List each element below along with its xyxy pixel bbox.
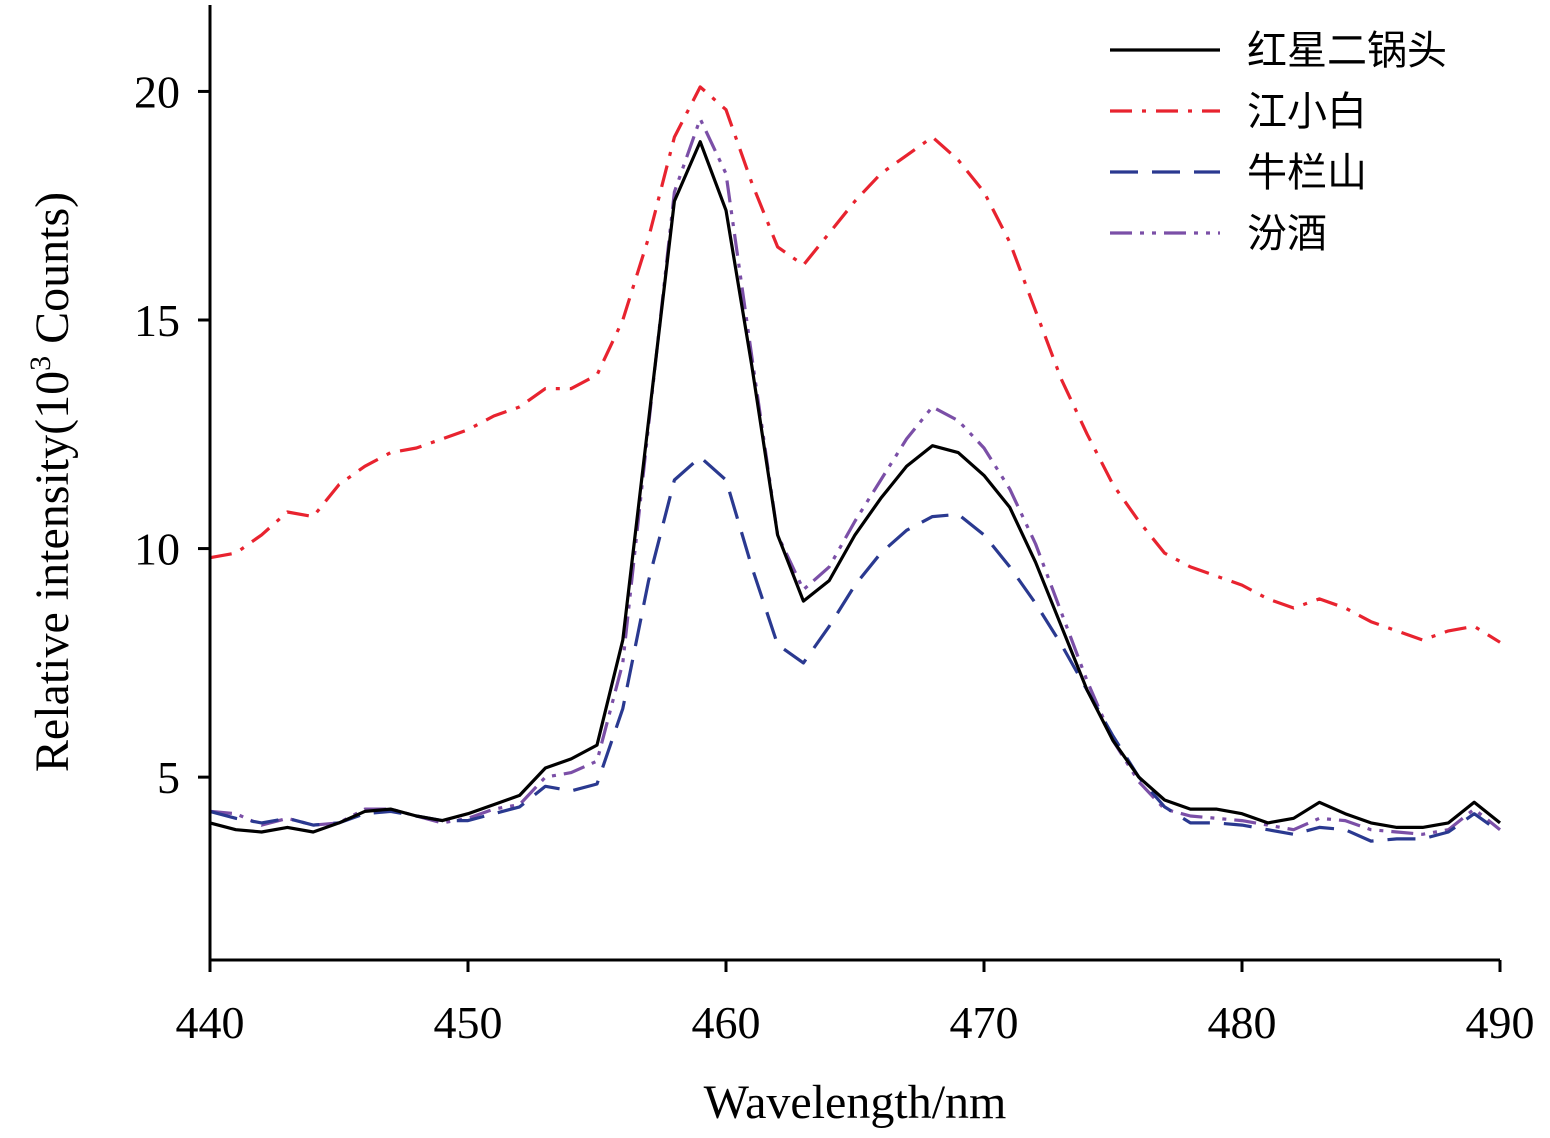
y-axis-title-superscript: 3 (24, 356, 57, 371)
y-axis-title-main: Relative intensity(10 (26, 371, 79, 772)
legend-label-2: 江小白 (1247, 89, 1367, 135)
y-tick-label: 10 (134, 524, 180, 575)
x-tick-label: 450 (434, 997, 503, 1048)
x-axis-title: Wavelength/nm (704, 1076, 1007, 1129)
x-tick-label: 480 (1208, 997, 1277, 1048)
legend-label-4: 汾酒 (1247, 211, 1327, 257)
series-layer (209, 85, 1501, 843)
x-tick-label: 460 (692, 997, 761, 1048)
series-line-2 (209, 85, 1501, 644)
x-tick-label: 490 (1466, 997, 1535, 1048)
y-axis-ticks: 5 10 15 20 (134, 66, 210, 803)
y-axis-title-end: Counts) (26, 192, 79, 356)
y-axis-title: Relative intensity(103 Counts) (24, 192, 79, 772)
x-tick-label: 470 (950, 997, 1019, 1048)
y-tick-label: 5 (157, 752, 180, 803)
x-axis-ticks: 440 450 460 470 480 490 (176, 960, 1535, 1048)
legend-label-3: 牛栏山 (1247, 150, 1367, 196)
series-line-3 (209, 455, 1501, 843)
x-tick-label: 440 (176, 997, 245, 1048)
series-line-1 (209, 140, 1501, 834)
y-tick-label: 20 (134, 66, 180, 117)
y-tick-label: 15 (134, 295, 180, 346)
legend-label-1: 红星二锅头 (1247, 28, 1447, 74)
